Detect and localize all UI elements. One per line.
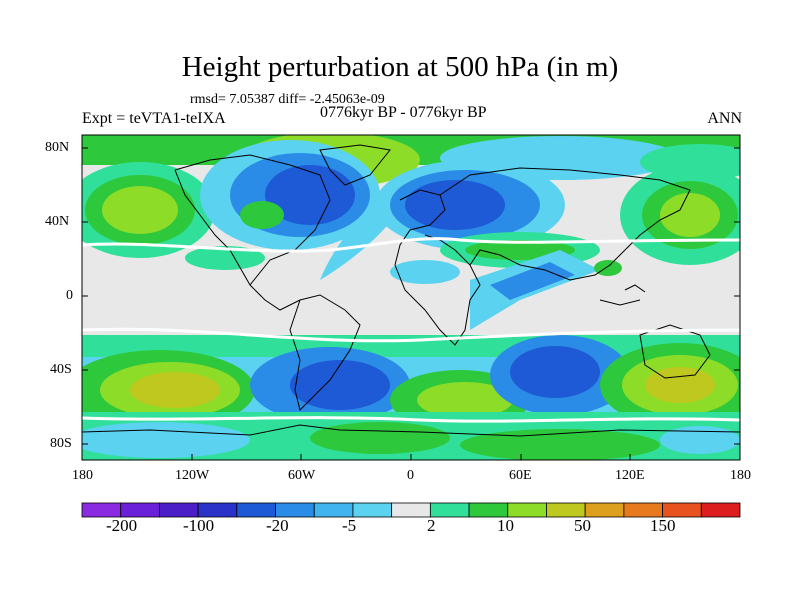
colorbar-box-3 — [159, 502, 199, 518]
colorbar-box-11 — [468, 502, 509, 518]
lat-tick-40s: 40S — [50, 362, 72, 377]
lon-tick-60e: 60E — [509, 468, 532, 483]
colorbar-box-8 — [352, 502, 393, 518]
colorbar-label-8: 150 — [650, 516, 676, 535]
colorbar-label-3: -20 — [266, 516, 289, 535]
zero-contours — [82, 237, 740, 423]
colorbar-box-4 — [197, 502, 238, 518]
period-label: 0776kyr BP - 0776kyr BP — [320, 104, 487, 121]
colorbar-box-2 — [120, 502, 160, 518]
lat-tick-80s: 80S — [50, 436, 72, 451]
africa-cyan-patch — [390, 260, 460, 284]
colorbar-box-13 — [546, 502, 586, 518]
colorbar-label-5: 2 — [427, 516, 436, 535]
colorbar-box-1 — [81, 502, 122, 518]
colorbar-box-9 — [391, 502, 431, 518]
coastlines — [82, 144, 740, 437]
lon-tick-120e: 120E — [615, 468, 645, 483]
lon-tick-60w: 60W — [288, 468, 316, 483]
lon-tick-180e: 180 — [730, 468, 751, 483]
colorbar-label-7: 50 — [574, 516, 591, 535]
atlantic-cyan-wedge — [320, 203, 400, 280]
colorbar-box-14 — [584, 502, 625, 518]
pacific-teal-streak — [185, 246, 265, 270]
lon-tick-180w: 180 — [72, 468, 93, 483]
colorbar-box-10 — [429, 502, 470, 518]
colorbar-box-12 — [507, 502, 547, 518]
lon-tick-120w: 120W — [175, 468, 210, 483]
colorbar-box-17 — [700, 502, 741, 518]
colorbar-label-1: -200 — [106, 516, 138, 535]
asia-green-spot — [594, 260, 622, 276]
colorbar-box-5 — [236, 502, 276, 518]
colorbar-box-16 — [662, 502, 702, 518]
colorbar-box-6 — [275, 502, 315, 518]
colorbar-box-15 — [623, 502, 663, 518]
lon-tick-0: 0 — [407, 468, 414, 483]
season-label: ANN — [707, 110, 742, 127]
stats-line: rmsd= 7.05387 diff= -2.45063e-09 — [190, 92, 385, 107]
axis-ticks — [81, 147, 741, 460]
colorbar-label-6: 10 — [497, 516, 514, 535]
experiment-label: Expt = teVTA1-teIXA — [82, 110, 226, 127]
lat-tick-80n: 80N — [45, 140, 70, 155]
lat-tick-0: 0 — [66, 288, 73, 303]
lat-tick-40n: 40N — [45, 214, 70, 229]
map-title: Height perturbation at 500 hPa (in m) — [181, 51, 619, 83]
na-green-spot — [240, 201, 284, 229]
colorbar-label-4: -5 — [342, 516, 357, 535]
colorbar-label-2: -100 — [183, 516, 215, 535]
colorbar-box-7 — [313, 502, 354, 518]
